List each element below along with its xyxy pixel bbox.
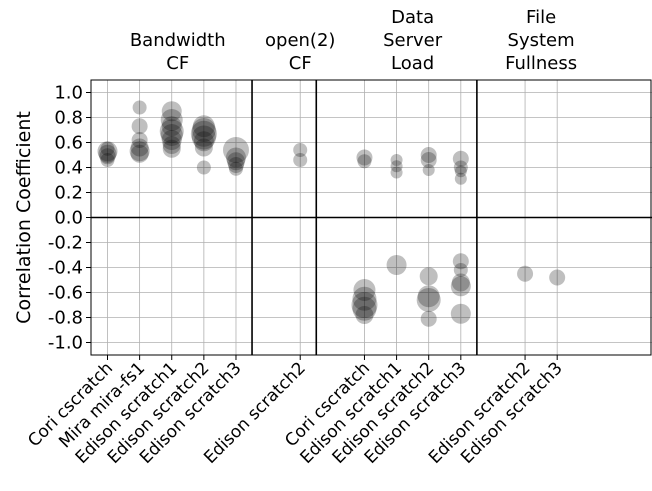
data-point <box>100 141 115 156</box>
data-point <box>162 136 181 154</box>
y-tick-label: 0.8 <box>54 108 83 129</box>
data-point <box>419 267 438 286</box>
data-point <box>453 263 468 277</box>
y-tick-label: 0.6 <box>54 133 83 154</box>
data-point <box>191 125 216 150</box>
data-point <box>293 143 308 157</box>
data-point <box>452 150 469 167</box>
y-axis-label: Correlation Coefficient <box>13 111 35 324</box>
group-separators <box>91 80 652 355</box>
data-point <box>417 285 440 308</box>
group-title-line: Server <box>383 30 443 51</box>
data-point <box>190 120 217 147</box>
group-title-line: CF <box>289 53 312 74</box>
data-point <box>293 153 308 167</box>
data-point <box>161 130 182 150</box>
data-point <box>352 286 377 311</box>
data-point <box>422 164 435 176</box>
data-point <box>100 153 115 167</box>
y-tick-label: -0.4 <box>48 258 83 279</box>
data-point <box>161 101 182 122</box>
data-point <box>192 115 215 138</box>
data-point <box>452 253 469 270</box>
data-point <box>386 255 407 275</box>
data-point <box>454 172 467 185</box>
data-point <box>132 100 147 115</box>
data-point <box>450 303 471 324</box>
data-point <box>193 131 214 152</box>
data-point <box>451 273 470 292</box>
data-point <box>390 160 403 173</box>
data-point <box>352 296 377 321</box>
group-title-line: Fullness <box>505 53 577 74</box>
y-tick-label: -0.6 <box>48 283 83 304</box>
y-tick-label: 1.0 <box>54 83 83 104</box>
data-point <box>130 138 149 157</box>
data-point <box>131 132 148 148</box>
data-point <box>99 148 116 165</box>
data-point <box>160 109 183 131</box>
data-point <box>355 306 374 324</box>
data-point <box>159 119 184 144</box>
y-tick-label: 0.2 <box>54 183 83 204</box>
group-title-line: Load <box>391 53 434 74</box>
data-point <box>97 141 118 162</box>
data-point <box>228 161 243 176</box>
data-point <box>98 144 117 163</box>
group-title-line: Data <box>391 7 434 28</box>
group-title-line: open(2) <box>265 30 335 51</box>
data-point <box>453 160 468 175</box>
y-tick-label: -1.0 <box>48 333 83 354</box>
data-point <box>226 152 245 171</box>
group-title-line: System <box>508 30 575 51</box>
data-point <box>130 144 149 163</box>
data-point <box>162 139 181 158</box>
group-titles: BandwidthCFopen(2)CFDataServerLoadFileSy… <box>130 7 577 74</box>
data-point <box>416 288 441 312</box>
data-point <box>450 276 471 297</box>
data-point <box>196 160 211 175</box>
y-tick-label: -0.8 <box>48 308 83 329</box>
data-point <box>222 137 249 163</box>
y-tick-label: 0.4 <box>54 158 83 179</box>
data-point <box>227 157 244 173</box>
data-point <box>194 138 213 157</box>
data-point <box>129 141 150 162</box>
data-point <box>420 152 437 168</box>
group-title-line: File <box>526 7 556 28</box>
y-tick-label: 0.0 <box>54 208 83 229</box>
data-point <box>390 166 403 179</box>
data-point <box>390 154 403 166</box>
y-tick-label: -0.2 <box>48 233 83 254</box>
data-point <box>549 269 566 286</box>
data-point <box>420 310 437 327</box>
data-point <box>353 279 376 301</box>
data-point <box>131 118 148 135</box>
data-point <box>454 165 467 178</box>
group-title-line: CF <box>166 53 189 74</box>
data-points <box>97 100 566 327</box>
data-point <box>225 147 246 168</box>
data-point <box>351 292 378 318</box>
data-point <box>517 265 534 282</box>
group-title-line: Bandwidth <box>130 30 226 51</box>
data-point <box>161 116 182 137</box>
data-point <box>191 118 216 142</box>
data-point <box>356 149 373 166</box>
y-axis-ticks: -1.0 -0.8 -0.6 -0.4 -0.2 0.0 0.2 0.4 0.6 0.8 1.0 <box>48 83 91 354</box>
data-point <box>420 147 437 163</box>
data-point <box>160 124 183 146</box>
data-point <box>357 154 372 169</box>
